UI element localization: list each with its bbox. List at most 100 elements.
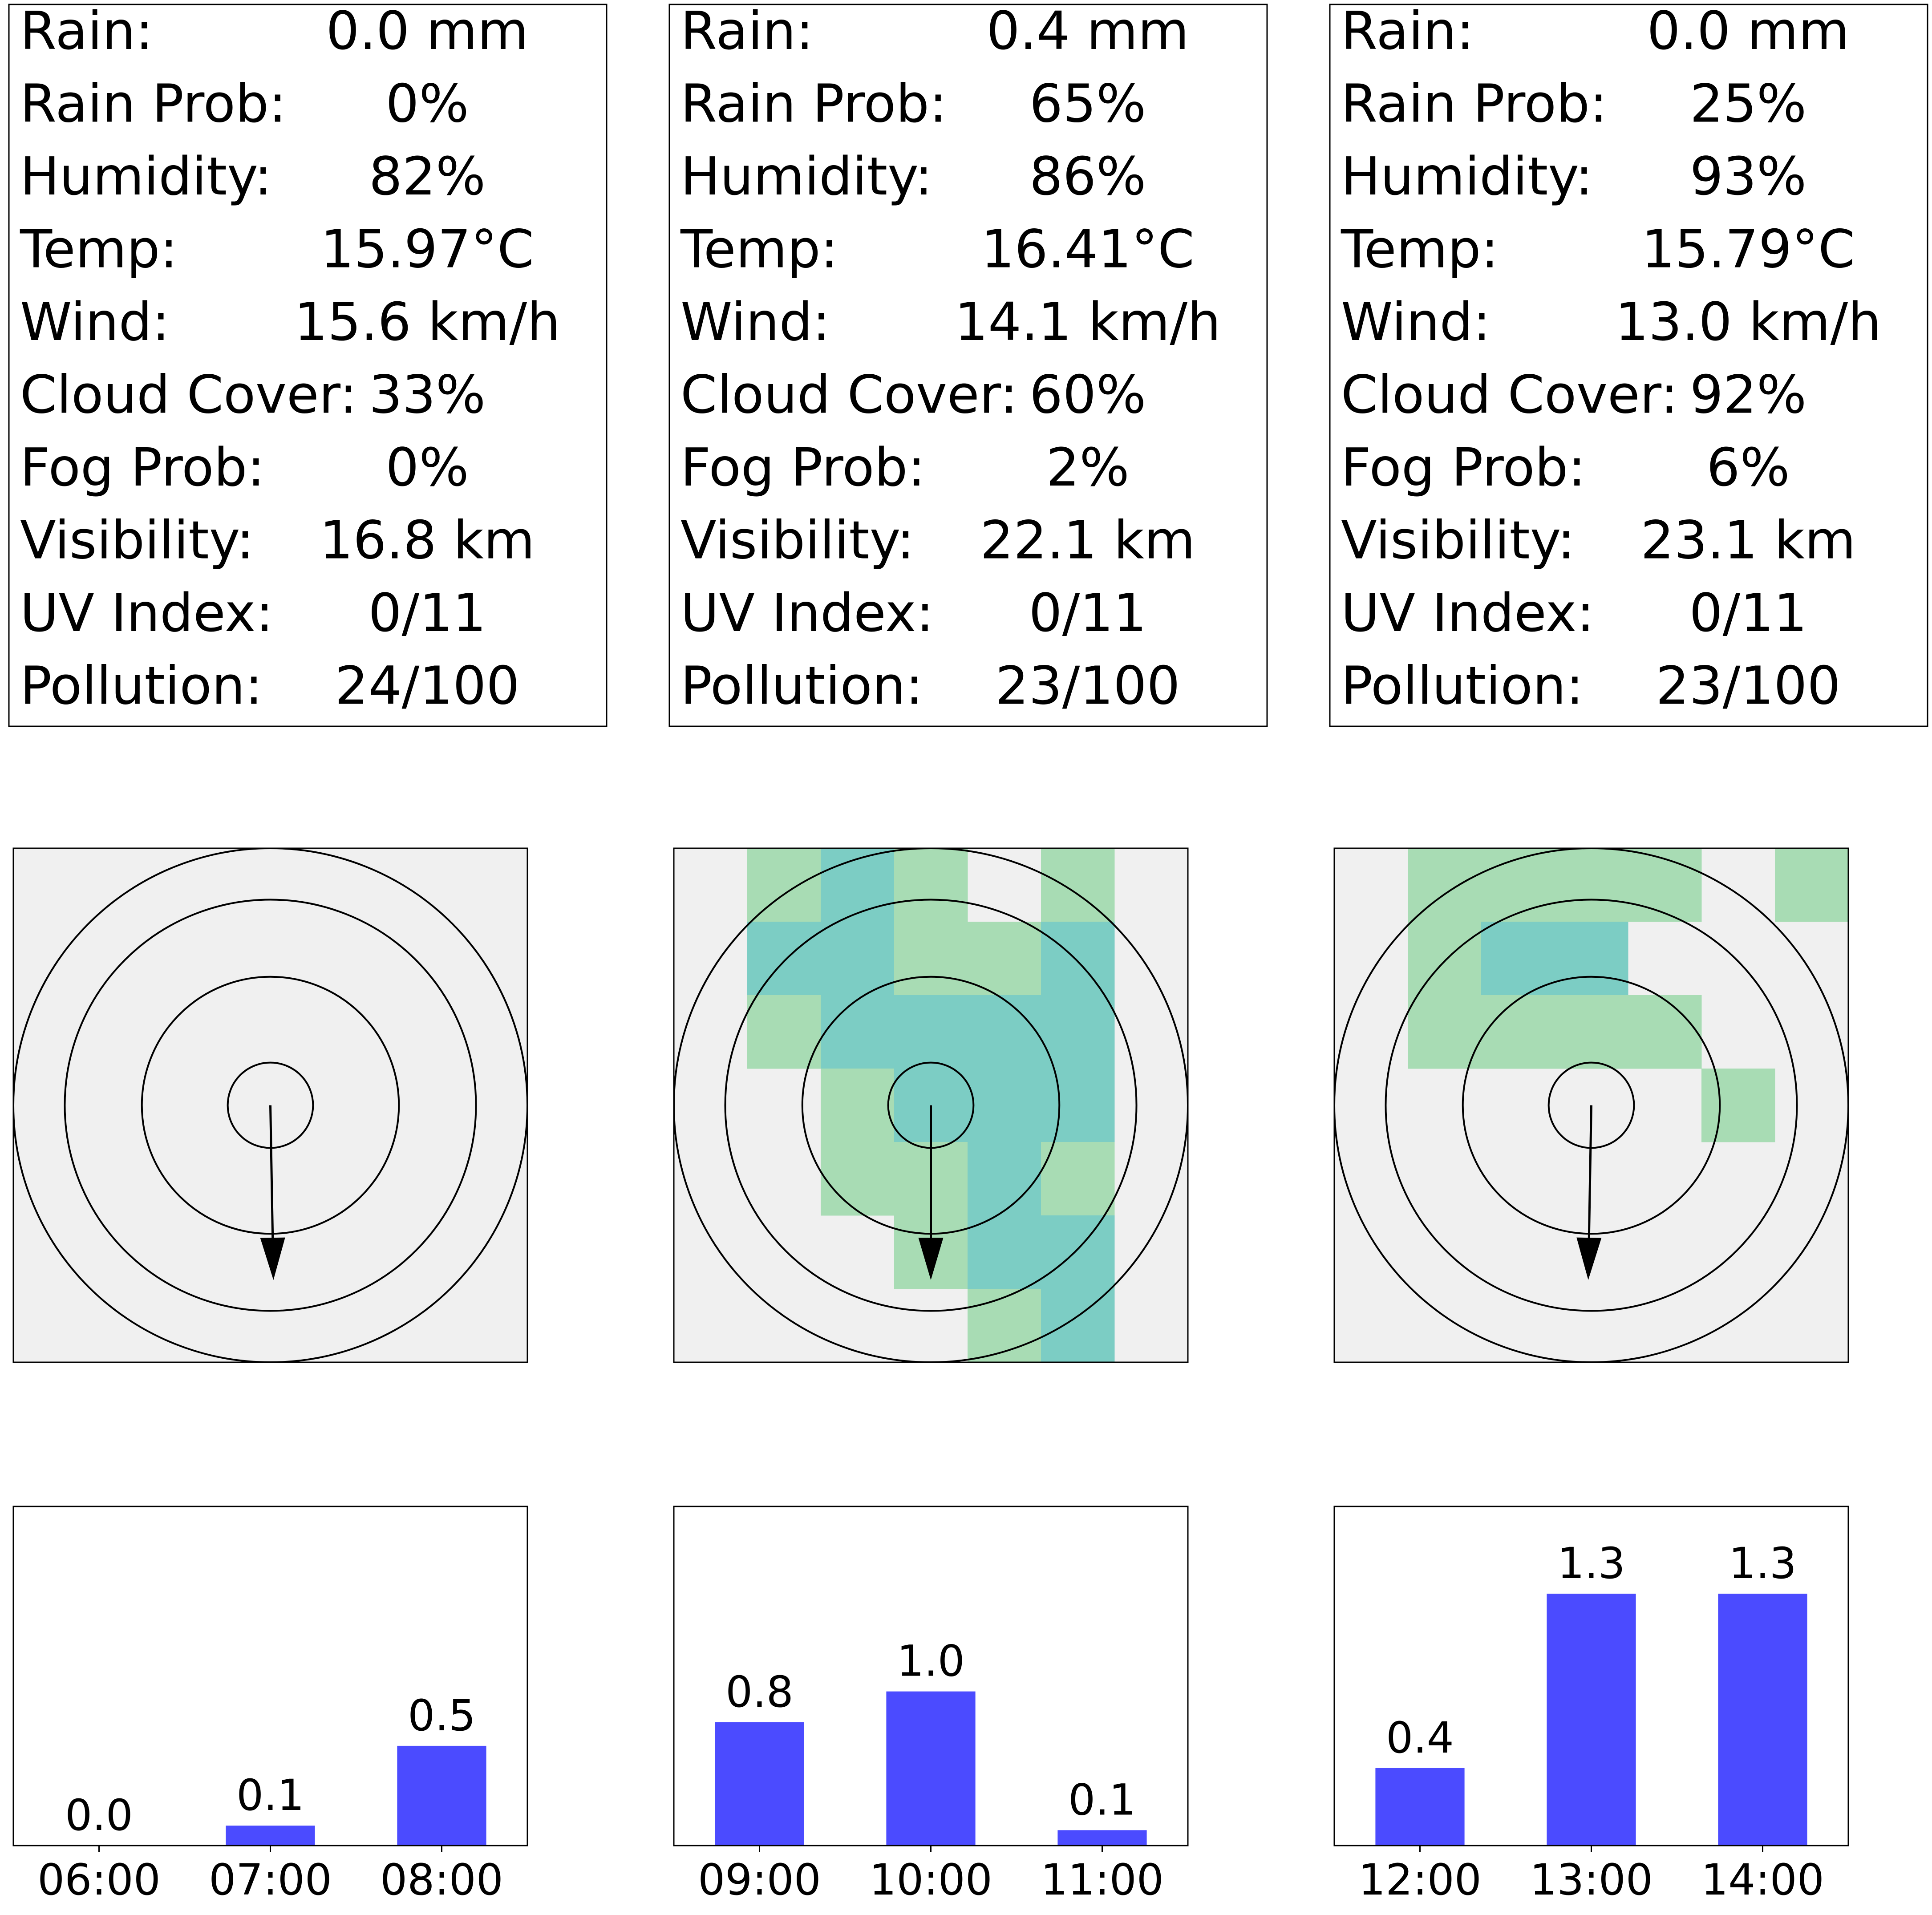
wind-arrow-head [1576, 1237, 1602, 1280]
stat-value: 65% [1029, 73, 1146, 134]
stat-label: UV Index: [680, 582, 934, 644]
stats-panel-2: Rain: 0.4 mm Rain Prob: 65% Humidity: 86% Temp… [668, 0, 1268, 727]
stat-label: Temp: [1341, 219, 1499, 280]
precip-cell [821, 1142, 895, 1216]
precip-cell [968, 1069, 1041, 1142]
map-frame [673, 847, 1189, 1363]
stat-value: 93% [1690, 146, 1806, 207]
precip-cells [1408, 848, 1848, 1142]
stat-label: Rain: [1341, 0, 1474, 61]
rain-bar [1375, 1768, 1465, 1846]
rain-bar-chart-1: 0.0 06:00 0.1 07:00 0.5 08:00 [12, 1506, 528, 1905]
precip-cell [1041, 1215, 1115, 1289]
stat-value: 2% [1046, 437, 1129, 498]
stat-label: Humidity: [20, 146, 272, 207]
stat-value: 16.41°C [981, 219, 1194, 280]
stat-value: 15.79°C [1641, 219, 1855, 280]
precip-cell [821, 848, 895, 922]
stat-value: 82% [369, 146, 486, 207]
wind-direction-arrow [918, 1105, 944, 1280]
stat-label: UV Index: [20, 582, 273, 644]
precip-cell [1041, 1069, 1115, 1142]
stat-label: Cloud Cover: [20, 364, 357, 425]
stat-label: Temp: [20, 219, 178, 280]
precip-cell [1481, 995, 1555, 1069]
stat-value: 13.0 km/h [1615, 291, 1881, 352]
stat-label: Humidity: [680, 146, 932, 207]
wind-arrow-shaft [269, 1105, 274, 1245]
x-tick-label: 12:00 [1358, 1855, 1482, 1905]
rain-bar [1718, 1593, 1807, 1846]
range-ring [1462, 976, 1721, 1235]
stat-label: Wind: [1341, 291, 1491, 352]
stats-box [8, 4, 608, 727]
precip-cell [894, 995, 968, 1069]
radar-map-1 [12, 847, 528, 1363]
rain-bar [397, 1745, 486, 1846]
range-ring [64, 899, 477, 1312]
rain-bar-chart-2: 0.8 09:00 1.0 10:00 0.1 11:00 [673, 1506, 1189, 1905]
precip-cell [1775, 848, 1848, 922]
range-ring [141, 976, 400, 1235]
stat-label: Pollution: [20, 655, 263, 717]
bar-value-label: 0.4 [1386, 1713, 1454, 1763]
stat-label: Temp: [680, 219, 838, 280]
rain-bar [1547, 1593, 1636, 1846]
rain-bar [1057, 1830, 1147, 1846]
bar-value-label: 0.0 [65, 1790, 133, 1840]
stats-rows: Rain: 0.0 mm Rain Prob: 0% Humidity: 82% Temp:… [20, 0, 560, 717]
stat-value: 92% [1690, 364, 1806, 425]
stats-panel-1: Rain: 0.0 mm Rain Prob: 0% Humidity: 82% Temp:… [8, 0, 608, 727]
wind-direction-arrow [260, 1105, 285, 1280]
stat-value: 14.1 km/h [955, 291, 1221, 352]
precip-cell [1041, 995, 1115, 1069]
radar-map-3 [1333, 847, 1849, 1363]
precip-cell [968, 922, 1041, 996]
rain-bar [226, 1826, 315, 1846]
wind-arrow-shaft [1588, 1105, 1592, 1245]
precip-cell [1408, 922, 1482, 996]
rain-bar [886, 1691, 976, 1846]
stat-label: Visibility: [1341, 510, 1575, 571]
precip-cell [894, 922, 968, 996]
x-tick-label: 11:00 [1041, 1855, 1164, 1905]
precip-cell [1481, 848, 1555, 922]
stat-value: 0.0 mm [326, 0, 528, 61]
stat-value: 25% [1690, 73, 1806, 134]
stat-label: Wind: [20, 291, 170, 352]
map-frame [1333, 847, 1849, 1363]
wind-direction-arrow [1576, 1105, 1602, 1280]
stat-label: Visibility: [20, 510, 254, 571]
stat-label: Fog Prob: [1341, 437, 1586, 498]
stat-value: 33% [369, 364, 486, 425]
stats-rows: Rain: 0.4 mm Rain Prob: 65% Humidity: 86% Temp… [680, 0, 1221, 717]
precip-cell [1701, 1069, 1775, 1142]
stat-label: Humidity: [1341, 146, 1593, 207]
x-tick-label: 13:00 [1530, 1855, 1653, 1905]
stat-value: 0% [385, 73, 469, 134]
range-ring [1385, 899, 1798, 1312]
map-frame [12, 847, 528, 1363]
stat-value: 6% [1706, 437, 1790, 498]
stat-label: Wind: [680, 291, 830, 352]
stat-value: 15.6 km/h [294, 291, 560, 352]
bar-value-label: 0.5 [408, 1691, 476, 1741]
precip-cell [821, 922, 895, 996]
stat-value: 16.8 km [320, 510, 535, 571]
stat-label: Visibility: [680, 510, 915, 571]
precip-cell [821, 1069, 895, 1142]
stat-value: 0/11 [369, 582, 486, 644]
bar-value-label: 1.3 [1729, 1538, 1797, 1588]
range-rings [1334, 848, 1848, 1362]
range-ring [724, 899, 1138, 1312]
precip-cell [1041, 922, 1115, 996]
stat-value: 23.1 km [1640, 510, 1856, 571]
precip-cell [1628, 995, 1702, 1069]
bar-value-label: 0.8 [725, 1667, 794, 1717]
stat-value: 86% [1029, 146, 1146, 207]
precip-cell [747, 995, 821, 1069]
bar-value-label: 0.1 [1068, 1775, 1136, 1825]
precip-cell [968, 995, 1041, 1069]
stat-value: 60% [1029, 364, 1146, 425]
